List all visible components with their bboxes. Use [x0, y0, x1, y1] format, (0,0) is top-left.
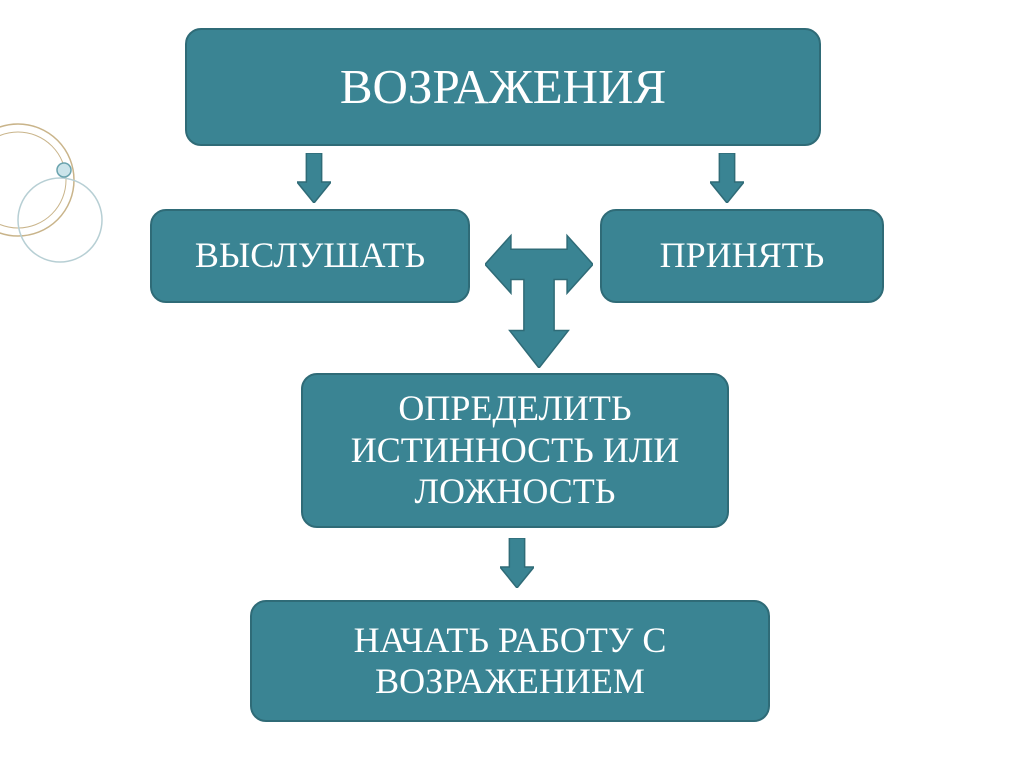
node-objections: ВОЗРАЖЕНИЯ	[185, 28, 821, 146]
arrow-down-right	[710, 153, 744, 203]
node-determine: ОПРЕДЕЛИТЬ ИСТИННОСТЬ ИЛИ ЛОЖНОСТЬ	[301, 373, 729, 528]
arrow-three-way	[485, 224, 593, 368]
node-accept: ПРИНЯТЬ	[600, 209, 884, 303]
node-listen: ВЫСЛУШАТЬ	[150, 209, 470, 303]
node-objections-label: ВОЗРАЖЕНИЯ	[340, 59, 666, 115]
arrow-down-left	[297, 153, 331, 203]
arrow-down-mid	[500, 538, 534, 588]
node-start-work-label: НАЧАТЬ РАБОТУ С ВОЗРАЖЕНИЕМ	[270, 620, 750, 703]
node-accept-label: ПРИНЯТЬ	[660, 235, 825, 276]
node-start-work: НАЧАТЬ РАБОТУ С ВОЗРАЖЕНИЕМ	[250, 600, 770, 722]
flowchart-canvas: ВОЗРАЖЕНИЯ ВЫСЛУШАТЬ ПРИНЯТЬ ОПРЕДЕЛИТЬ …	[0, 0, 1024, 767]
node-determine-label: ОПРЕДЕЛИТЬ ИСТИННОСТЬ ИЛИ ЛОЖНОСТЬ	[321, 388, 709, 512]
node-listen-label: ВЫСЛУШАТЬ	[195, 235, 425, 276]
